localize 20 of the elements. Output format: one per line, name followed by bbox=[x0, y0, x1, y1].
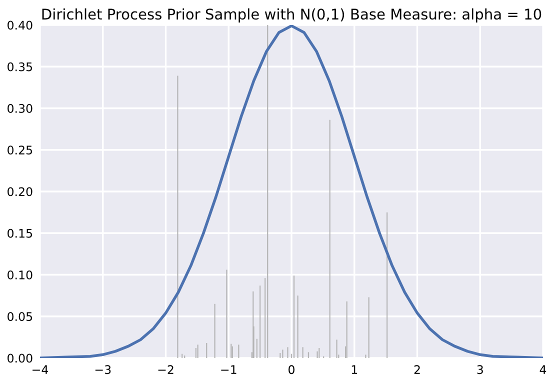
x-tick-label: −1 bbox=[221, 365, 236, 374]
x-tick-label: −4 bbox=[32, 365, 48, 374]
x-tick-label: −3 bbox=[95, 365, 111, 374]
y-tick-label: 0.20 bbox=[8, 187, 32, 196]
line-series bbox=[40, 25, 543, 358]
x-tick-label: 4 bbox=[540, 365, 546, 374]
y-tick-label: 0.30 bbox=[8, 104, 32, 113]
y-tick-label: 0.40 bbox=[8, 20, 32, 30]
x-tick-label: 0 bbox=[288, 365, 294, 374]
y-tick-label: 0.35 bbox=[8, 62, 32, 72]
chart-title: Dirichlet Process Prior Sample with N(0,1) Base Measure: alpha = 10 bbox=[42, 8, 542, 22]
y-tick-label: 0.10 bbox=[8, 270, 32, 280]
x-tick-label: 1 bbox=[352, 365, 358, 374]
y-tick-label: 0.05 bbox=[8, 312, 32, 322]
y-tick-label: 0.15 bbox=[8, 228, 32, 238]
x-tick-label: −2 bbox=[158, 365, 174, 374]
y-tick-label: 0.00 bbox=[8, 354, 32, 363]
y-tick-label: 0.25 bbox=[8, 146, 32, 155]
x-tick-label: 2 bbox=[414, 365, 420, 374]
x-tick-label: 3 bbox=[477, 365, 483, 374]
